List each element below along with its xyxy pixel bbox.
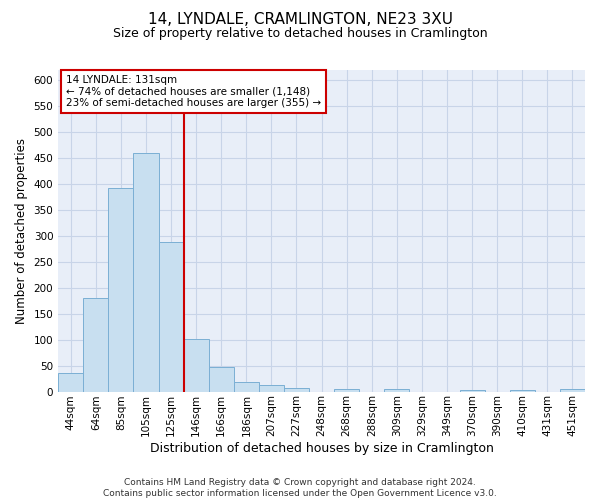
Bar [234,382,259,392]
X-axis label: Distribution of detached houses by size in Cramlington: Distribution of detached houses by size … [149,442,494,455]
Bar [460,390,485,392]
Bar [109,188,133,392]
Text: Size of property relative to detached houses in Cramlington: Size of property relative to detached ho… [113,28,487,40]
Bar [560,389,585,392]
Bar [385,389,409,392]
Bar [209,366,234,392]
Bar [158,242,184,392]
Bar [284,388,309,392]
Bar [510,390,535,392]
Y-axis label: Number of detached properties: Number of detached properties [15,138,28,324]
Text: 14, LYNDALE, CRAMLINGTON, NE23 3XU: 14, LYNDALE, CRAMLINGTON, NE23 3XU [148,12,452,28]
Bar [58,374,83,392]
Text: 14 LYNDALE: 131sqm
← 74% of detached houses are smaller (1,148)
23% of semi-deta: 14 LYNDALE: 131sqm ← 74% of detached hou… [66,75,321,108]
Bar [133,153,158,392]
Bar [83,298,109,392]
Text: Contains HM Land Registry data © Crown copyright and database right 2024.
Contai: Contains HM Land Registry data © Crown c… [103,478,497,498]
Bar [259,386,284,392]
Bar [334,389,359,392]
Bar [184,338,209,392]
